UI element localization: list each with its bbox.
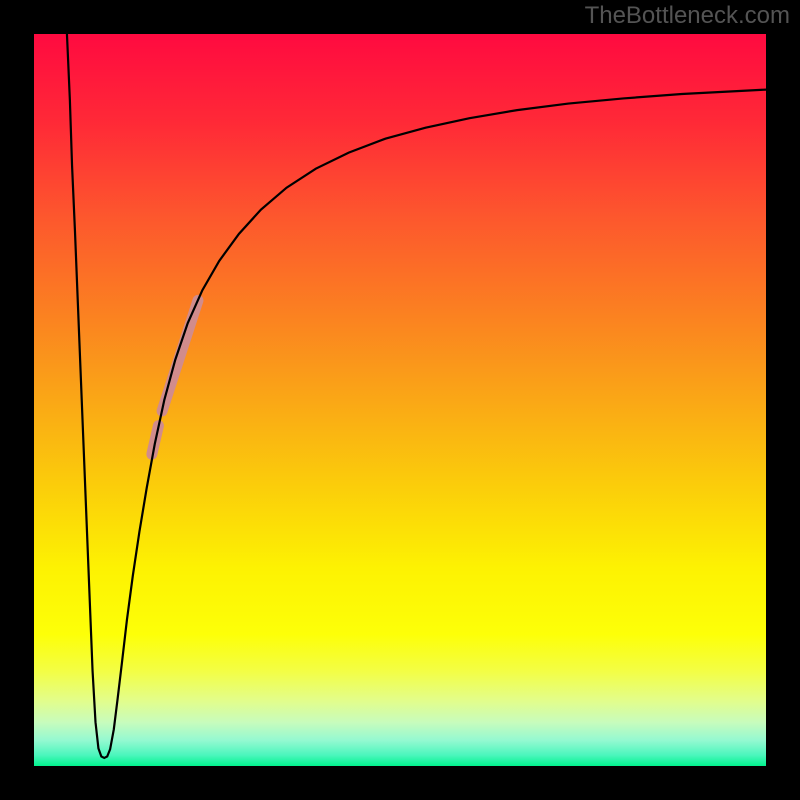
chart-root: TheBottleneck.com <box>0 0 800 800</box>
chart-svg <box>0 0 800 800</box>
watermark-text: TheBottleneck.com <box>585 2 790 30</box>
plot-background <box>34 34 766 766</box>
